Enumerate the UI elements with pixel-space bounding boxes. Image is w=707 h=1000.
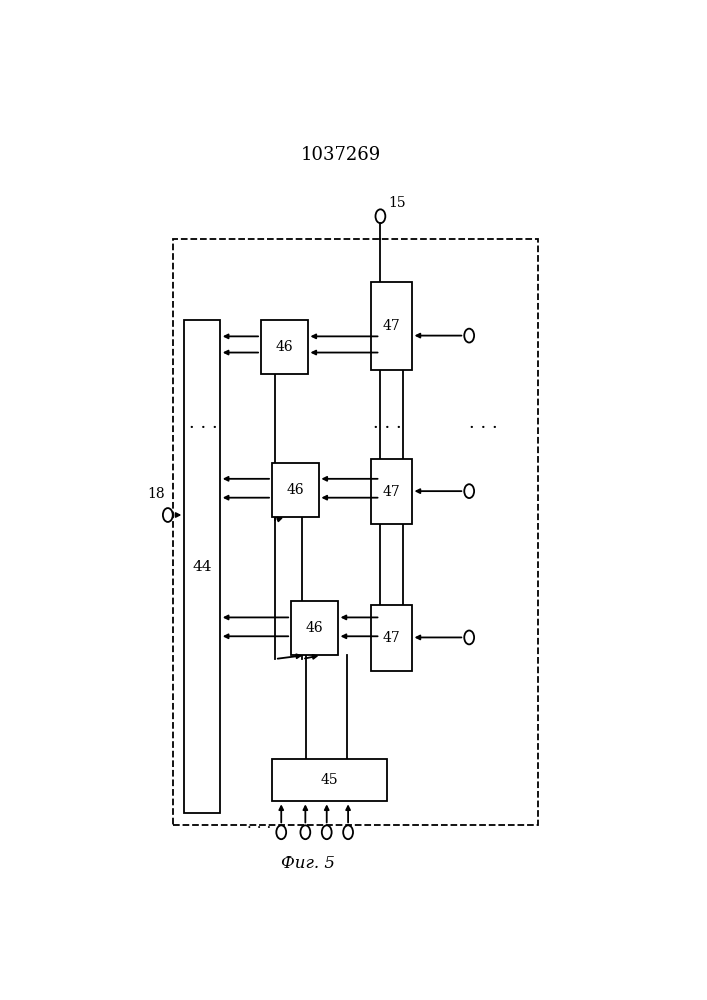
Text: 45: 45 xyxy=(321,773,338,787)
Text: 15: 15 xyxy=(389,196,407,210)
Text: 44: 44 xyxy=(192,560,212,574)
Bar xyxy=(291,601,338,655)
Text: 47: 47 xyxy=(382,631,400,645)
Bar xyxy=(272,463,319,517)
Text: 46: 46 xyxy=(276,340,293,354)
Text: 47: 47 xyxy=(382,319,400,333)
Bar xyxy=(370,605,411,671)
Text: 1037269: 1037269 xyxy=(300,146,380,164)
Bar xyxy=(261,320,308,374)
Bar xyxy=(173,239,538,825)
Text: · · ·: · · · xyxy=(469,419,497,437)
Text: Фиг. 5: Фиг. 5 xyxy=(281,855,334,872)
Text: 47: 47 xyxy=(382,485,400,499)
Text: 18: 18 xyxy=(148,487,165,501)
Bar xyxy=(370,282,411,370)
Text: · · ·: · · · xyxy=(247,821,271,835)
Text: · · ·: · · · xyxy=(373,419,402,437)
Bar xyxy=(272,759,387,801)
Text: 46: 46 xyxy=(286,483,304,497)
Bar xyxy=(185,320,220,813)
Text: · · ·: · · · xyxy=(189,419,218,437)
Bar xyxy=(370,459,411,524)
Text: 46: 46 xyxy=(305,621,323,635)
